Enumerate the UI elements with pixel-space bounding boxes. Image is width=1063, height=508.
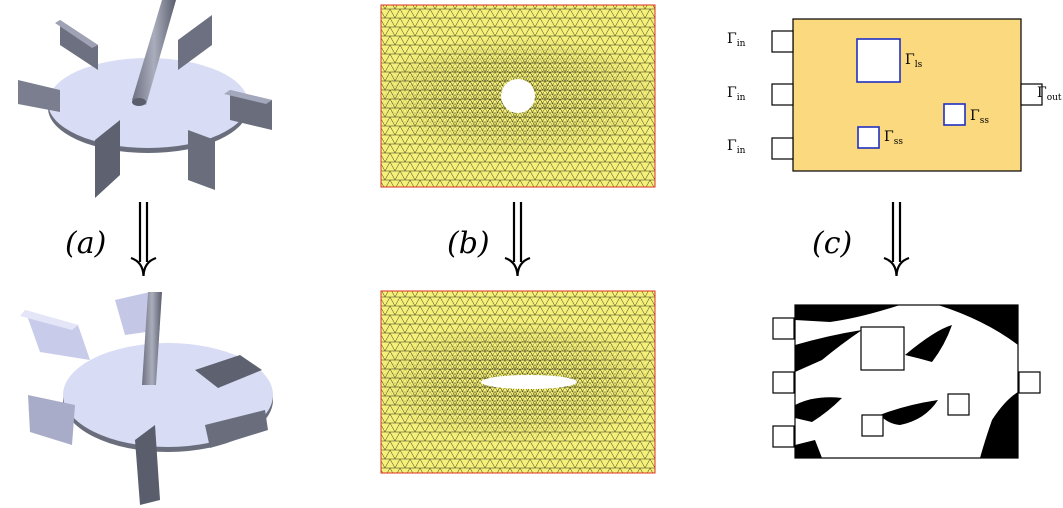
double-arrow-down-icon xyxy=(883,202,910,277)
label-gamma-ls: Γls xyxy=(905,52,923,70)
impeller-top xyxy=(18,0,272,198)
label-gamma-out: Γout xyxy=(1037,85,1062,103)
label-gamma-ss-1: Γss xyxy=(970,108,989,126)
label-gamma-in-1: Γin xyxy=(727,31,746,49)
double-arrow-down-icon xyxy=(130,202,157,277)
panel-label-c: (c) xyxy=(812,226,852,261)
double-arrow-down-icon xyxy=(504,202,531,277)
label-gamma-ss-2: Γss xyxy=(884,129,903,147)
topology-result xyxy=(772,304,1041,459)
mesh-bottom xyxy=(380,290,656,474)
panel-label-b: (b) xyxy=(447,226,490,261)
panel-label-a: (a) xyxy=(65,226,106,261)
mesh-top xyxy=(380,4,656,188)
label-gamma-in-2: Γin xyxy=(727,85,746,103)
label-gamma-in-3: Γin xyxy=(727,138,746,156)
domain-schematic xyxy=(771,18,1043,172)
impeller-bottom xyxy=(20,292,273,505)
